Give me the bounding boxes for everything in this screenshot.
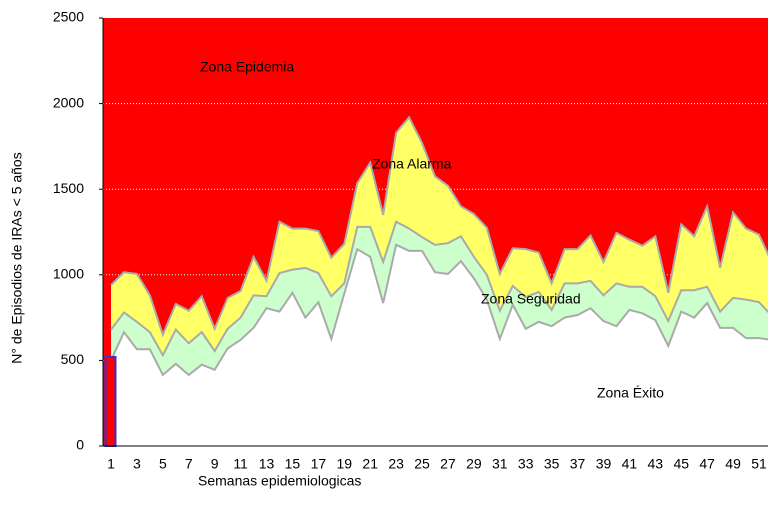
x-tick-label: 15 (285, 456, 301, 472)
x-tick-label: 43 (648, 456, 664, 472)
x-tick-label: 11 (233, 456, 248, 472)
bar (104, 355, 117, 448)
x-tick-label: 17 (311, 456, 327, 472)
zone-line (110, 115, 768, 338)
x-tick-label: 45 (673, 456, 689, 472)
zone-area (111, 244, 768, 446)
x-tick-label: 31 (492, 456, 508, 472)
x-tick-label: 35 (544, 456, 560, 472)
zone-line (110, 243, 768, 377)
annotation: Zona Éxito (597, 385, 664, 401)
y-tick-label: 1500 (53, 180, 84, 196)
x-tick-label: 37 (570, 456, 586, 472)
x-tick-label: 7 (185, 456, 193, 472)
x-tick-label: 19 (336, 456, 352, 472)
annotation: Zona Epidemia (200, 59, 294, 75)
x-tick-label: 47 (699, 456, 715, 472)
y-axis-label: N° de Episodios de IRAs < 5 años (9, 152, 25, 363)
x-tick-label: 27 (440, 456, 456, 472)
annotation: Zona Alarma (372, 156, 452, 172)
x-tick-label: 21 (362, 456, 378, 472)
x-tick-label: 3 (133, 456, 141, 472)
x-tick-label: 49 (725, 456, 741, 472)
y-tick-label: 1000 (53, 266, 84, 282)
x-tick-label: 13 (259, 456, 275, 472)
x-tick-label: 23 (388, 456, 404, 472)
x-tick-label: 1 (107, 456, 115, 472)
zone-line (110, 220, 768, 358)
y-tick-label: 0 (76, 437, 84, 453)
x-tick-label: 39 (596, 456, 612, 472)
y-tick-label: 2000 (53, 94, 84, 110)
x-tick-label: 51 (751, 456, 767, 472)
x-axis-label: Semanas epidemiologicas (198, 473, 361, 489)
y-tick-label: 500 (61, 351, 85, 367)
annotation: Zona Seguridad (481, 291, 581, 307)
x-tick-label: 9 (211, 456, 219, 472)
x-tick-label: 41 (622, 456, 638, 472)
x-tick-label: 33 (518, 456, 534, 472)
x-tick-label: 25 (414, 456, 430, 472)
y-tick-label: 2500 (53, 9, 84, 25)
x-tick-label: 29 (466, 456, 482, 472)
x-tick-label: 5 (159, 456, 167, 472)
